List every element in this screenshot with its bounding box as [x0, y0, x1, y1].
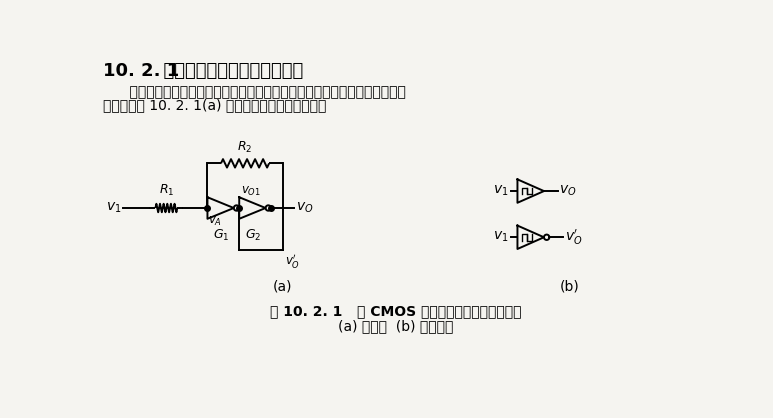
Text: $G_1$: $G_1$ [213, 228, 230, 243]
Text: $v_O$: $v_O$ [296, 201, 313, 215]
Text: 用门电路组成的施密特触发器: 用门电路组成的施密特触发器 [151, 62, 303, 81]
Text: $v_{O1}$: $v_{O1}$ [240, 185, 261, 198]
Text: $R_1$: $R_1$ [158, 183, 174, 198]
Text: (b): (b) [560, 280, 579, 293]
Text: $v_1$: $v_1$ [493, 230, 509, 245]
Text: $v_A$: $v_A$ [208, 215, 223, 228]
Text: $v_O'$: $v_O'$ [285, 252, 300, 270]
Text: 图 10. 2. 1   用 CMOS 反相器构成的施密特触发器: 图 10. 2. 1 用 CMOS 反相器构成的施密特触发器 [270, 304, 522, 318]
Text: $G_2$: $G_2$ [245, 228, 261, 243]
Text: (a) 电路图  (b) 图形符号: (a) 电路图 (b) 图形符号 [338, 320, 454, 334]
Text: 将两级反相器串接起来，同时通过分压电阻将输出端的电压反馈到输入端，: 将两级反相器串接起来，同时通过分压电阻将输出端的电压反馈到输入端， [112, 85, 406, 99]
Text: $v_1$: $v_1$ [493, 184, 509, 198]
Text: $v_1$: $v_1$ [106, 201, 121, 215]
Text: $v_O$: $v_O$ [560, 184, 577, 198]
Text: $R_2$: $R_2$ [237, 140, 253, 155]
Text: (a): (a) [273, 280, 292, 293]
Text: 10. 2. 1: 10. 2. 1 [103, 62, 179, 81]
Text: 就构成了图 10. 2. 1(a) 所示的施密特触发器电路。: 就构成了图 10. 2. 1(a) 所示的施密特触发器电路。 [103, 99, 326, 113]
Text: $v_O'$: $v_O'$ [565, 228, 582, 247]
